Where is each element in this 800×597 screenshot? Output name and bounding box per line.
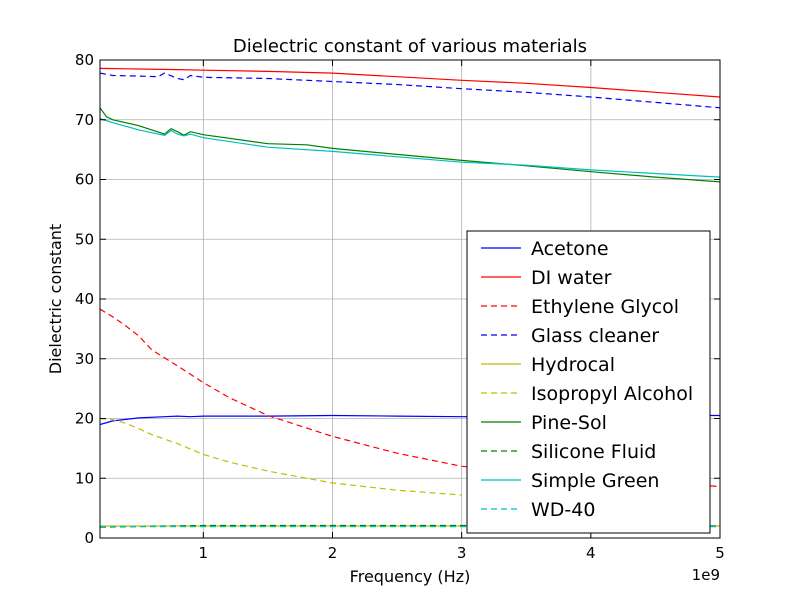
y-tick-label: 10 — [75, 469, 94, 487]
y-tick-label: 70 — [75, 111, 94, 129]
legend-label: Pine-Sol — [531, 412, 607, 434]
x-tick-label: 1 — [199, 544, 209, 562]
y-tick-label: 0 — [84, 529, 94, 547]
x-axis-label: Frequency (Hz) — [350, 567, 471, 586]
legend-label: WD-40 — [531, 499, 595, 521]
x-tick-label: 2 — [328, 544, 338, 562]
y-axis-label: Dielectric constant — [46, 224, 65, 374]
y-tick-label: 60 — [75, 171, 94, 189]
y-tick-label: 80 — [75, 51, 94, 69]
x-axis-offset-label: 1e9 — [692, 566, 720, 584]
legend-label: Glass cleaner — [531, 325, 659, 347]
series-line-glass-cleaner — [100, 72, 720, 109]
legend-label: Simple Green — [531, 470, 659, 492]
chart-title: Dielectric constant of various materials — [233, 36, 587, 57]
legend-label: Silicone Fluid — [531, 441, 656, 463]
legend-label: DI water — [531, 267, 612, 289]
x-tick-label: 4 — [586, 544, 596, 562]
legend-label: Isopropyl Alcohol — [531, 383, 693, 405]
legend-label: Acetone — [531, 238, 609, 260]
y-tick-label: 20 — [75, 410, 94, 428]
y-tick-label: 50 — [75, 230, 94, 248]
legend: Acetone DI water Ethylene Glycol Glass clea… — [466, 230, 711, 534]
x-tick-label: 3 — [457, 544, 467, 562]
series-line-isopropyl-alcohol — [100, 417, 462, 496]
legend-label: Hydrocal — [531, 354, 615, 376]
y-tick-label: 30 — [75, 350, 94, 368]
legend-label: Ethylene Glycol — [531, 296, 679, 318]
series-line-simple-green — [100, 118, 720, 178]
y-tick-label: 40 — [75, 290, 94, 308]
x-tick-label: 5 — [715, 544, 725, 562]
legend-box — [466, 230, 711, 534]
series-line-di-water — [100, 67, 720, 98]
